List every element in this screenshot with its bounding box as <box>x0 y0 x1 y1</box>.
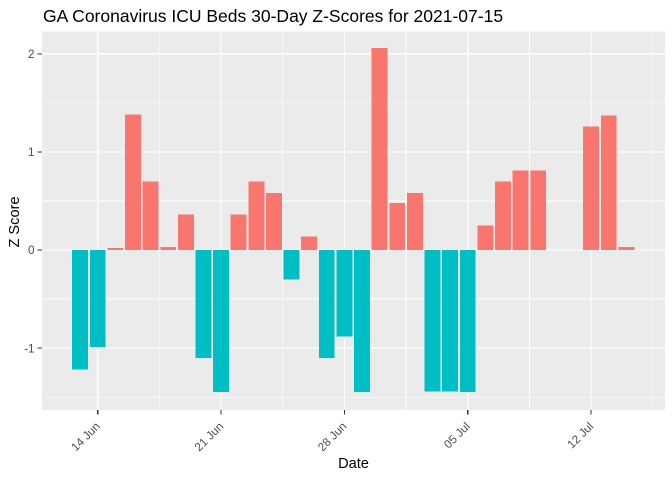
bar-2021-07-06 <box>477 225 494 250</box>
bar-2021-06-23 <box>248 181 265 250</box>
y-axis: 2 1 0 -1 <box>24 48 42 355</box>
bar-2021-06-19 <box>177 214 194 250</box>
x-tick-label: 28 Jun <box>316 420 350 454</box>
y-tick-label: 1 <box>28 146 35 159</box>
x-tick-label: 12 Jul <box>565 420 596 451</box>
bar-2021-07-14 <box>618 247 635 250</box>
bar-2021-06-13 <box>72 250 89 370</box>
bar-2021-06-22 <box>230 214 247 250</box>
bar-2021-06-30 <box>371 47 388 250</box>
bar-2021-06-24 <box>265 193 282 250</box>
bar-2021-07-07 <box>495 181 511 250</box>
x-tick-label: 05 Jul <box>442 420 473 451</box>
bar-2021-06-27 <box>318 250 335 358</box>
x-tick-label: 14 Jun <box>69 420 103 454</box>
bar-2021-07-03 <box>424 250 441 392</box>
bar-2021-07-02 <box>406 193 423 250</box>
bar-2021-07-05 <box>459 250 476 393</box>
bar-2021-06-21 <box>213 250 230 393</box>
bar-2021-06-15 <box>107 248 124 250</box>
chart-title: GA Coronavirus ICU Beds 30-Day Z-Scores … <box>43 6 504 26</box>
bar-2021-07-01 <box>389 202 406 250</box>
gridlines <box>42 31 665 410</box>
bar-2021-07-12 <box>583 126 600 250</box>
bars <box>72 47 635 393</box>
bar-2021-06-16 <box>125 114 141 250</box>
bar-2021-06-25 <box>283 250 300 280</box>
bar-2021-07-13 <box>600 115 617 250</box>
bar-2021-07-09 <box>530 170 547 250</box>
y-tick-label: 2 <box>28 48 35 61</box>
bar-2021-07-08 <box>512 170 529 250</box>
bar-2021-06-29 <box>354 250 370 393</box>
bar-2021-06-28 <box>336 250 353 337</box>
bar-2021-07-04 <box>442 250 459 392</box>
y-tick-label: 0 <box>28 244 35 257</box>
bar-2021-06-18 <box>160 247 177 250</box>
bar-2021-06-17 <box>142 181 159 250</box>
y-axis-title: Z Score <box>7 196 23 248</box>
y-tick-label: -1 <box>24 342 34 355</box>
bar-2021-06-26 <box>301 236 318 250</box>
x-axis-title: Date <box>338 456 369 472</box>
x-axis: 14 Jun 21 Jun 28 Jun 05 Jul 12 Jul <box>69 410 596 454</box>
x-tick-label: 21 Jun <box>192 420 226 454</box>
bar-2021-06-14 <box>89 250 106 348</box>
bar-2021-06-20 <box>195 250 212 358</box>
